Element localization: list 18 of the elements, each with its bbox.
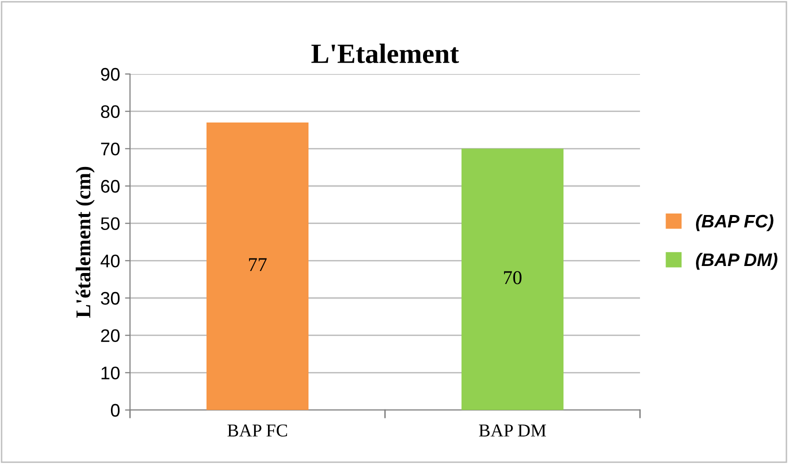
y-axis-title: L'étalement (cm)	[76, 166, 95, 318]
y-tick-label: 30	[100, 292, 120, 305]
y-tick-label: 20	[101, 329, 120, 342]
y-tick-label: 50	[100, 217, 120, 230]
x-tick-label: BAP DM	[478, 424, 546, 436]
y-tick-label: 90	[101, 68, 120, 81]
data-label: 70	[504, 271, 522, 284]
y-tick-label: 80	[100, 105, 120, 118]
y-tick-label: 10	[102, 366, 120, 380]
data-label: 77	[249, 258, 267, 271]
legend-label: (BAP DM)	[696, 252, 778, 270]
legend-label: (BAP FC)	[696, 214, 774, 232]
y-tick-label: 0	[110, 404, 120, 417]
y-tick-label: 60	[101, 180, 120, 193]
y-tick-label: 40	[100, 254, 120, 268]
y-tick-label: 70	[101, 142, 120, 156]
chart-title: L'Etalement	[311, 44, 459, 64]
x-tick-label: BAP FC	[227, 424, 288, 437]
